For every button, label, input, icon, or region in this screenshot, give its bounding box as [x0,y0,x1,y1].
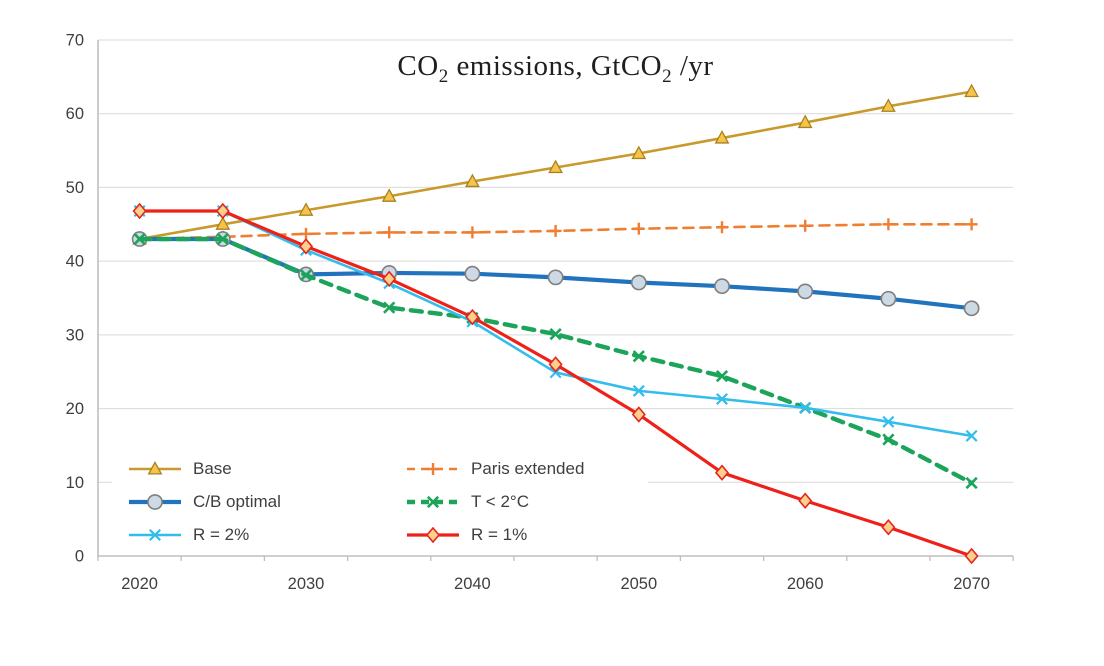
legend-backdrop [112,446,648,555]
legend-label: Base [193,458,232,478]
series-c-b-optimal [131,231,980,317]
x-tick-label: 2040 [454,575,491,593]
x-tick-label: 2070 [953,575,990,593]
x-tick-label: 2020 [121,575,158,593]
legend-swatch-t-below-2c [406,494,460,510]
series-r-2 [133,205,978,442]
y-tick-label: 60 [66,105,84,123]
legend-label: C/B optimal [193,491,281,511]
legend-label: R = 2% [193,524,250,544]
legend-item-r-1pct: R = 1% [406,518,584,551]
legend-item-t-below-2c: T < 2°C [406,485,584,518]
y-tick-label: 50 [66,179,84,197]
legend-item-cb-optimal: C/B optimal [128,485,281,518]
legend-swatch-base [128,460,182,477]
x-tick-label: 2030 [288,575,325,593]
series-base [132,83,979,245]
legend-column-left: Base C/B optimal R = 2% [128,452,281,551]
legend-swatch-cb-optimal [128,493,182,510]
y-tick-label: 0 [75,548,84,566]
legend-column-right: Paris extended T < 2°C R = 1% [406,452,584,551]
y-tick-label: 40 [66,253,84,271]
x-tick-label: 2060 [787,575,824,593]
legend-item-paris-extended: Paris extended [406,452,584,485]
series-r-1 [132,202,979,565]
y-axis-tick-labels: 0 10 20 30 40 50 60 70 [66,32,84,566]
y-tick-label: 70 [66,32,84,50]
y-tick-label: 20 [66,400,84,418]
legend-label: R = 1% [471,524,528,544]
legend-swatch-paris-extended [406,461,460,477]
gridlines [98,39,1014,483]
chart-title: CO2 emissions, GtCO2 /yr [397,50,714,87]
legend-item-r-2pct: R = 2% [128,518,281,551]
legend-label: T < 2°C [471,491,529,511]
legend-item-base: Base [128,452,281,485]
axes [97,40,1014,561]
y-tick-label: 10 [66,474,84,492]
legend-swatch-r-1pct [406,526,460,543]
x-axis-tick-labels: 2020 2030 2040 2050 2060 2070 [121,575,990,593]
legend-swatch-r-2pct [128,527,182,543]
y-tick-label: 30 [66,326,84,344]
series-paris-extended [133,218,978,246]
legend-label: Paris extended [471,458,585,478]
x-tick-label: 2050 [620,575,657,593]
